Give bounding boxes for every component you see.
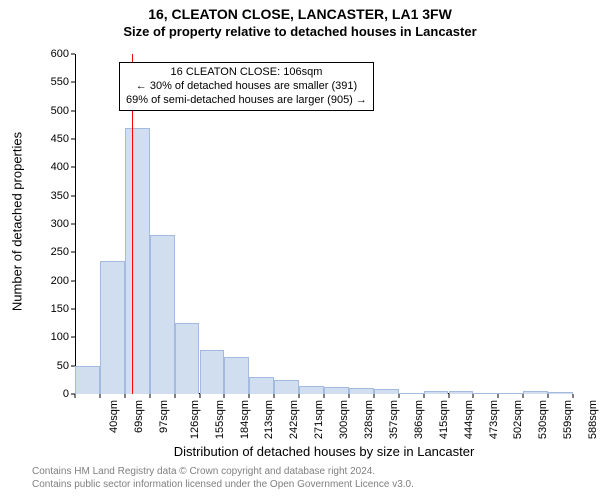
- histogram-bar: [424, 391, 449, 394]
- y-axis-line: [75, 54, 76, 394]
- histogram-bar: [150, 235, 175, 394]
- histogram-bar: [175, 323, 200, 394]
- info-box: 16 CLEATON CLOSE: 106sqm← 30% of detache…: [119, 62, 374, 111]
- histogram-bar: [349, 388, 374, 394]
- x-tick-label: 300sqm: [338, 394, 350, 439]
- x-tick-label: 386sqm: [413, 394, 425, 439]
- x-tick-mark: [373, 394, 374, 398]
- x-tick-mark: [523, 394, 524, 398]
- histogram-bar: [548, 392, 573, 394]
- y-tick-label: 150: [51, 303, 75, 315]
- x-tick-label: 40sqm: [108, 394, 120, 433]
- histogram-bar: [274, 380, 299, 394]
- info-box-line3: 69% of semi-detached houses are larger (…: [126, 94, 367, 108]
- x-tick-mark: [199, 394, 200, 398]
- x-tick-mark: [299, 394, 300, 398]
- footer-line1: Contains HM Land Registry data © Crown c…: [32, 466, 600, 479]
- title-line1: 16, CLEATON CLOSE, LANCASTER, LA1 3FW: [0, 6, 600, 22]
- footer-line2: Contains public sector information licen…: [32, 479, 600, 492]
- x-tick-label: 415sqm: [438, 394, 450, 439]
- x-tick-mark: [124, 394, 125, 398]
- histogram-bar: [299, 386, 324, 395]
- y-tick-label: 550: [51, 76, 75, 88]
- x-tick-mark: [348, 394, 349, 398]
- histogram-bar: [324, 387, 349, 394]
- y-tick-label: 200: [51, 275, 75, 287]
- x-tick-mark: [423, 394, 424, 398]
- x-tick-label: 155sqm: [214, 394, 226, 439]
- title-line2: Size of property relative to detached ho…: [0, 24, 600, 39]
- y-tick-label: 600: [51, 48, 75, 60]
- y-tick-label: 0: [63, 388, 75, 400]
- x-tick-mark: [324, 394, 325, 398]
- histogram-bar: [374, 389, 399, 394]
- x-axis-label: Distribution of detached houses by size …: [75, 444, 573, 459]
- x-tick-mark: [398, 394, 399, 398]
- plot-area: 05010015020025030035040045050055060040sq…: [75, 54, 573, 394]
- histogram-bar: [100, 261, 125, 394]
- histogram-bar: [125, 128, 150, 394]
- x-tick-mark: [149, 394, 150, 398]
- y-tick-label: 50: [57, 360, 75, 372]
- x-tick-mark: [573, 394, 574, 398]
- x-tick-label: 502sqm: [513, 394, 525, 439]
- histogram-bar: [449, 391, 474, 394]
- x-tick-mark: [548, 394, 549, 398]
- y-tick-label: 350: [51, 190, 75, 202]
- x-tick-label: 559sqm: [562, 394, 574, 439]
- histogram-bar: [75, 366, 100, 394]
- y-tick-label: 250: [51, 246, 75, 258]
- histogram-bar: [523, 391, 548, 394]
- x-tick-mark: [473, 394, 474, 398]
- y-tick-label: 500: [51, 105, 75, 117]
- info-box-line2: ← 30% of detached houses are smaller (39…: [126, 80, 367, 94]
- x-tick-label: 271sqm: [313, 394, 325, 439]
- chart-container: 16, CLEATON CLOSE, LANCASTER, LA1 3FW Si…: [0, 0, 600, 500]
- histogram-bar: [498, 393, 523, 394]
- histogram-bar: [249, 377, 274, 394]
- x-tick-mark: [174, 394, 175, 398]
- x-tick-label: 126sqm: [189, 394, 201, 439]
- x-tick-label: 242sqm: [288, 394, 300, 439]
- y-tick-label: 450: [51, 133, 75, 145]
- x-tick-mark: [75, 394, 76, 398]
- y-axis-label: Number of detached properties: [10, 52, 25, 392]
- x-tick-label: 357sqm: [388, 394, 400, 439]
- footer: Contains HM Land Registry data © Crown c…: [0, 466, 600, 491]
- y-tick-label: 400: [51, 161, 75, 173]
- x-tick-label: 444sqm: [463, 394, 475, 439]
- histogram-bar: [473, 393, 498, 394]
- x-tick-label: 213sqm: [264, 394, 276, 439]
- x-tick-mark: [274, 394, 275, 398]
- x-tick-label: 473sqm: [488, 394, 500, 439]
- x-tick-mark: [99, 394, 100, 398]
- x-tick-label: 328sqm: [363, 394, 375, 439]
- y-tick-label: 300: [51, 218, 75, 230]
- x-tick-mark: [224, 394, 225, 398]
- y-tick-label: 100: [51, 331, 75, 343]
- x-tick-label: 530sqm: [537, 394, 549, 439]
- histogram-bar: [399, 393, 424, 394]
- x-tick-mark: [249, 394, 250, 398]
- x-tick-mark: [498, 394, 499, 398]
- x-tick-label: 184sqm: [239, 394, 251, 439]
- x-tick-label: 97sqm: [158, 394, 170, 433]
- x-tick-label: 69sqm: [133, 394, 145, 433]
- x-tick-mark: [448, 394, 449, 398]
- x-tick-label: 588sqm: [587, 394, 599, 439]
- info-box-line1: 16 CLEATON CLOSE: 106sqm: [126, 66, 367, 80]
- histogram-bar: [224, 357, 249, 394]
- histogram-bar: [200, 350, 225, 394]
